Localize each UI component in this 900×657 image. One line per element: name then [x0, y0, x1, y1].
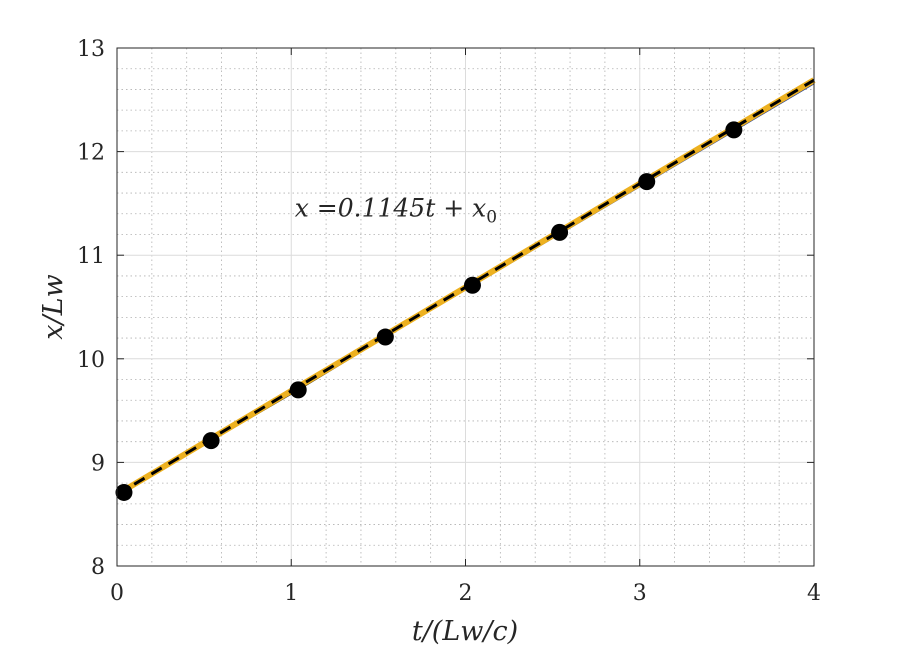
x-tick-label: 3 — [633, 581, 647, 606]
data-point — [376, 328, 394, 346]
fit-equation-subscript: 0 — [486, 208, 497, 228]
y-tick-label: 9 — [91, 451, 105, 476]
data-point — [725, 121, 743, 139]
series-layer — [115, 77, 816, 501]
minor-grid — [117, 48, 814, 566]
x-axis-label: t/(Lw/c) — [412, 616, 518, 647]
data-point — [551, 223, 569, 241]
y-tick-label: 12 — [77, 141, 105, 166]
x-tick-label: 4 — [807, 581, 821, 606]
y-tick-label: 11 — [77, 244, 105, 269]
data-point — [638, 173, 656, 191]
data-point — [463, 276, 481, 294]
y-tick-label: 13 — [77, 37, 105, 62]
x-tick-label: 2 — [459, 581, 473, 606]
x-tick-label: 0 — [110, 581, 124, 606]
y-tick-label: 8 — [91, 555, 105, 580]
x-tick-label: 1 — [284, 581, 298, 606]
y-tick-label: 10 — [77, 348, 105, 373]
y-axis-label: x/Lw — [38, 274, 69, 339]
data-point — [289, 381, 307, 399]
axis-ticks — [116, 47, 815, 567]
data-point — [115, 483, 133, 501]
fit-equation-main: x =0.1145t + x — [295, 194, 486, 223]
fit-equation-annotation: x =0.1145t + x0 — [295, 194, 497, 228]
data-point — [202, 432, 220, 450]
